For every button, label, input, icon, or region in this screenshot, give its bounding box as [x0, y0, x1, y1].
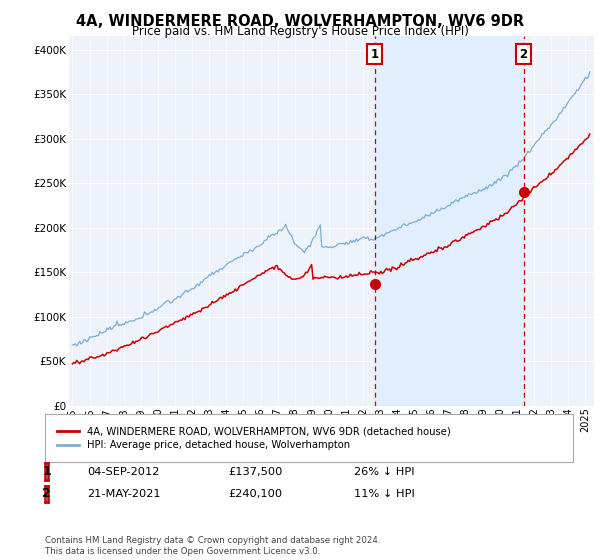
- Text: 11% ↓ HPI: 11% ↓ HPI: [354, 489, 415, 499]
- Text: 04-SEP-2012: 04-SEP-2012: [87, 466, 160, 477]
- Text: 2: 2: [42, 487, 51, 501]
- Text: Contains HM Land Registry data © Crown copyright and database right 2024.
This d: Contains HM Land Registry data © Crown c…: [45, 536, 380, 556]
- Text: 1: 1: [42, 465, 51, 478]
- Text: 1: 1: [371, 48, 379, 60]
- Text: £240,100: £240,100: [228, 489, 282, 499]
- Text: 21-MAY-2021: 21-MAY-2021: [87, 489, 161, 499]
- Text: 2: 2: [520, 48, 527, 60]
- Text: Price paid vs. HM Land Registry's House Price Index (HPI): Price paid vs. HM Land Registry's House …: [131, 25, 469, 38]
- Text: 4A, WINDERMERE ROAD, WOLVERHAMPTON, WV6 9DR: 4A, WINDERMERE ROAD, WOLVERHAMPTON, WV6 …: [76, 14, 524, 29]
- Text: £137,500: £137,500: [228, 466, 283, 477]
- Text: 26% ↓ HPI: 26% ↓ HPI: [354, 466, 415, 477]
- Legend: 4A, WINDERMERE ROAD, WOLVERHAMPTON, WV6 9DR (detached house), HPI: Average price: 4A, WINDERMERE ROAD, WOLVERHAMPTON, WV6 …: [53, 422, 454, 454]
- Bar: [374, 36, 524, 406]
